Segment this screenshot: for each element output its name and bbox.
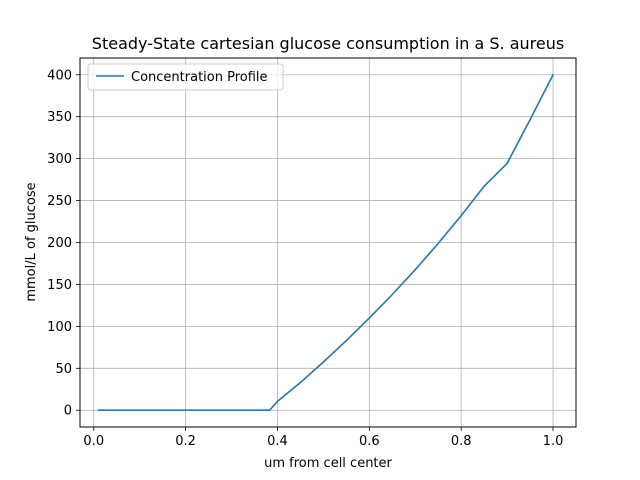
y-axis-label: mmol/L of glucose [24, 182, 39, 301]
y-tick-label: 0 [64, 404, 72, 419]
y-axis: 0 50 100 150 200 250 300 350 400 [47, 68, 80, 419]
series-layer [97, 73, 554, 412]
y-tick-label: 100 [47, 320, 72, 335]
grid [80, 58, 576, 427]
y-tick-label: 300 [47, 152, 72, 167]
y-tick-label: 50 [55, 362, 72, 377]
chart-title: Steady-State cartesian glucose consumpti… [92, 34, 564, 53]
y-tick-label: 400 [47, 68, 72, 83]
y-tick-label: 250 [47, 194, 72, 209]
y-tick-label: 200 [47, 236, 72, 251]
y-tick-label: 150 [47, 278, 72, 293]
x-tick-label: 1.0 [543, 434, 564, 449]
legend-box [87, 63, 284, 91]
x-tick-label: 0.2 [175, 434, 196, 449]
legend: Concentration Profile [87, 63, 284, 91]
x-axis-label: um from cell center [264, 456, 392, 471]
x-tick-label: 0.6 [359, 434, 380, 449]
x-tick-label: 0.0 [83, 434, 104, 449]
series-line-concentration-profile [97, 73, 554, 412]
x-tick-label: 0.4 [267, 434, 288, 449]
x-tick-label: 0.8 [451, 434, 472, 449]
x-axis: 0.0 0.2 0.4 0.6 0.8 1.0 [83, 427, 563, 449]
legend-label-concentration-profile: Concentration Profile [131, 70, 268, 85]
y-tick-label: 350 [47, 110, 72, 125]
